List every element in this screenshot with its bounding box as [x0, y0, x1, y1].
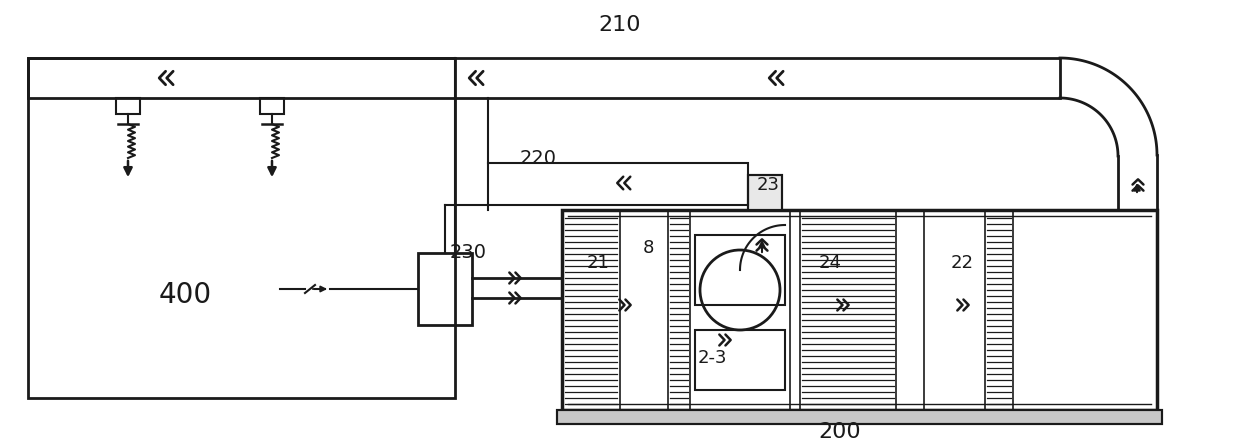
Text: 210: 210 — [599, 15, 641, 35]
Bar — [557, 410, 1162, 424]
Text: 22: 22 — [951, 254, 973, 272]
Bar — [748, 175, 782, 210]
Text: 400: 400 — [159, 281, 212, 309]
Text: 230: 230 — [449, 243, 486, 261]
Bar — [694, 330, 785, 390]
Bar — [489, 163, 748, 205]
Bar — [29, 58, 1060, 98]
Bar — [557, 410, 1162, 424]
Bar — [694, 235, 785, 305]
Bar — [117, 98, 140, 114]
Bar — [29, 58, 455, 398]
Text: 2-3: 2-3 — [697, 349, 727, 367]
Bar — [562, 210, 1157, 410]
Bar — [748, 175, 782, 210]
Text: 8: 8 — [642, 239, 653, 257]
Text: 24: 24 — [818, 254, 842, 272]
Bar — [260, 98, 284, 114]
Text: 21: 21 — [587, 254, 609, 272]
Text: 220: 220 — [520, 148, 557, 168]
Text: 200: 200 — [818, 422, 862, 442]
Text: 23: 23 — [756, 176, 780, 194]
Bar — [418, 253, 472, 325]
